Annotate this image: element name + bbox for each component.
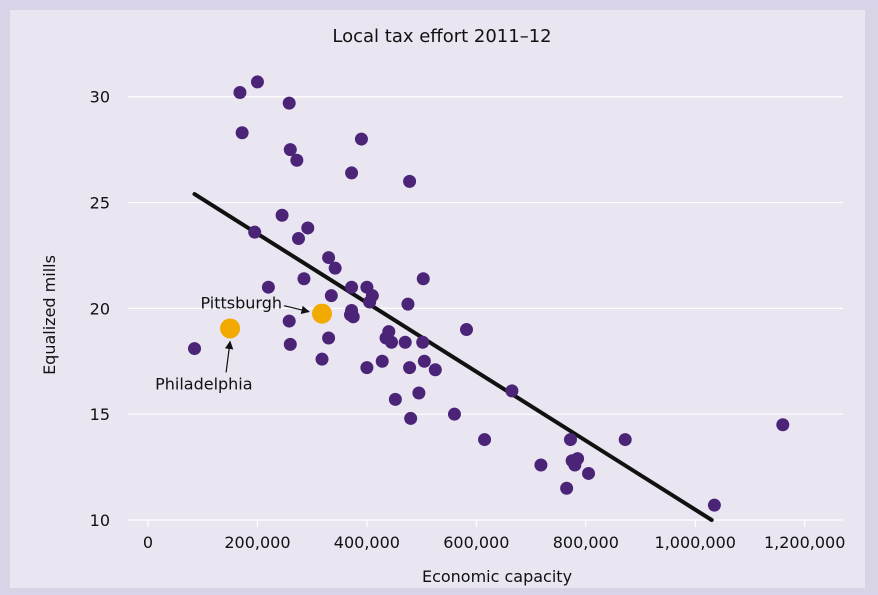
x-tick-label: 0 — [143, 533, 153, 552]
x-axis-ticks: 0 200,000 400,000 600,000 800,000 1,000,000 1,… — [143, 520, 846, 552]
x-tick-label: 800,000 — [553, 533, 619, 552]
y-axis-ticks: 10 15 20 25 30 — [90, 88, 110, 530]
data-point — [404, 412, 417, 425]
chart-panel: Local tax effort 2011–12 10 15 20 25 30 0 200… — [10, 10, 865, 588]
data-point — [708, 499, 721, 512]
data-point — [344, 308, 357, 321]
data-point — [560, 482, 573, 495]
y-tick-label: 15 — [90, 405, 110, 424]
data-point — [325, 289, 338, 302]
data-point — [418, 355, 431, 368]
x-tick-label: 1,000,000 — [655, 533, 736, 552]
data-point — [403, 361, 416, 374]
highlight-point — [220, 318, 240, 338]
data-point — [292, 232, 305, 245]
data-point — [505, 384, 518, 397]
x-tick-label: 200,000 — [224, 533, 290, 552]
y-tick-label: 10 — [90, 511, 110, 530]
x-tick-label: 1,200,000 — [764, 533, 845, 552]
data-point — [284, 338, 297, 351]
data-point — [233, 86, 246, 99]
data-point — [564, 433, 577, 446]
y-axis-label: Equalized mills — [40, 255, 59, 375]
data-point — [571, 452, 584, 465]
x-tick-label: 600,000 — [443, 533, 509, 552]
annotation-label: Philadelphia — [155, 374, 252, 393]
x-axis-label: Economic capacity — [422, 567, 572, 586]
x-tick-label: 400,000 — [334, 533, 400, 552]
data-point — [534, 458, 547, 471]
data-point — [283, 97, 296, 110]
data-point — [403, 175, 416, 188]
data-point — [345, 166, 358, 179]
data-point — [478, 433, 491, 446]
data-point — [355, 133, 368, 146]
data-point — [582, 467, 595, 480]
y-tick-label: 30 — [90, 88, 110, 107]
data-point — [276, 209, 289, 222]
scatter-chart: Local tax effort 2011–12 10 15 20 25 30 0 200… — [10, 10, 865, 588]
y-tick-label: 25 — [90, 194, 110, 213]
data-point — [360, 361, 373, 374]
data-point — [366, 289, 379, 302]
data-point — [283, 315, 296, 328]
data-point — [290, 154, 303, 167]
annotation-arrow — [226, 341, 230, 372]
data-point — [248, 226, 261, 239]
data-point — [776, 418, 789, 431]
data-point — [329, 262, 342, 275]
data-point — [297, 272, 310, 285]
data-point — [389, 393, 402, 406]
data-point — [376, 355, 389, 368]
data-point — [316, 353, 329, 366]
data-point — [322, 332, 335, 345]
data-point — [301, 221, 314, 234]
data-point — [416, 336, 429, 349]
data-point — [412, 387, 425, 400]
y-tick-label: 20 — [90, 299, 110, 318]
chart-title: Local tax effort 2011–12 — [332, 26, 551, 47]
data-point — [401, 298, 414, 311]
data-point — [429, 363, 442, 376]
data-point — [188, 342, 201, 355]
data-point — [345, 281, 358, 294]
annotation-label: Pittsburgh — [201, 294, 283, 313]
data-point — [251, 75, 264, 88]
data-point — [448, 408, 461, 421]
data-point — [460, 323, 473, 336]
data-point — [262, 281, 275, 294]
data-point — [385, 336, 398, 349]
data-point — [619, 433, 632, 446]
trendline — [195, 194, 712, 520]
data-point — [399, 336, 412, 349]
highlight-point — [312, 304, 332, 324]
data-point — [236, 126, 249, 139]
data-point — [417, 272, 430, 285]
